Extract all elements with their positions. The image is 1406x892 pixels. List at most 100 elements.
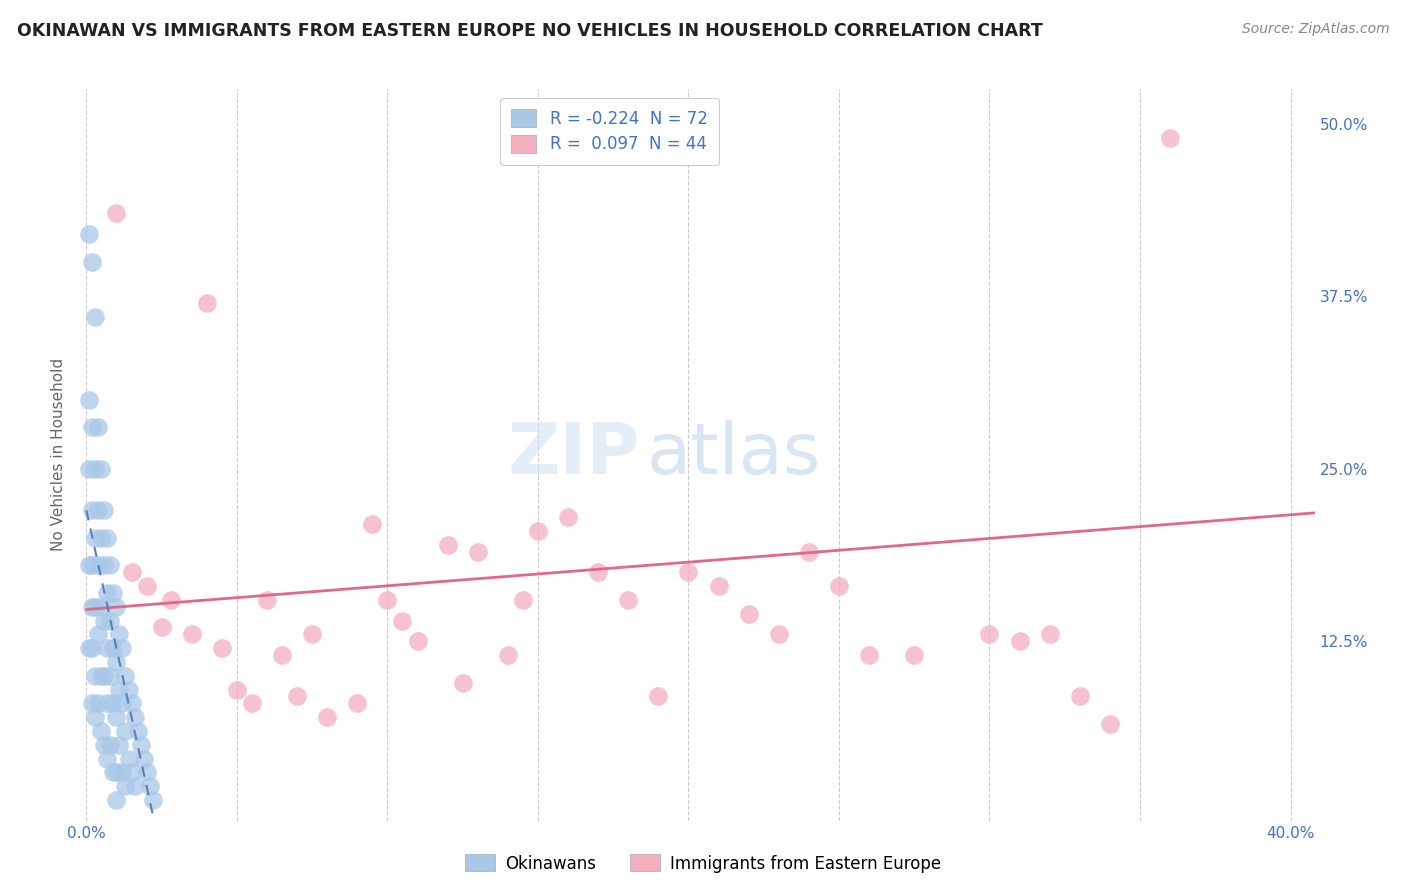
Point: [105, 655, 128, 669]
Point: [105, 599, 128, 614]
Point: [84, 531, 107, 545]
Point: [82, 254, 104, 268]
Point: [114, 723, 136, 738]
Point: [96, 696, 118, 710]
Point: [150, 620, 173, 634]
Point: [105, 710, 128, 724]
Point: [225, 682, 247, 697]
Point: [858, 648, 880, 662]
Point: [467, 544, 489, 558]
Point: [256, 592, 278, 607]
Point: [82, 641, 104, 656]
Point: [142, 793, 165, 807]
Point: [79, 227, 101, 241]
Point: [124, 779, 146, 793]
Point: [1069, 690, 1091, 704]
Point: [617, 592, 640, 607]
Point: [797, 544, 820, 558]
Point: [117, 682, 139, 697]
Point: [195, 296, 218, 310]
Point: [84, 669, 107, 683]
Point: [647, 690, 669, 704]
Point: [84, 599, 107, 614]
Text: OKINAWAN VS IMMIGRANTS FROM EASTERN EUROPE NO VEHICLES IN HOUSEHOLD CORRELATION : OKINAWAN VS IMMIGRANTS FROM EASTERN EURO…: [17, 22, 1043, 40]
Point: [105, 765, 128, 780]
Y-axis label: No Vehicles in Household: No Vehicles in Household: [51, 359, 66, 551]
Point: [1159, 130, 1181, 145]
Point: [211, 641, 233, 656]
Point: [93, 669, 115, 683]
Point: [1098, 717, 1121, 731]
Point: [93, 614, 115, 628]
Point: [114, 779, 136, 793]
Point: [100, 738, 122, 752]
Point: [90, 461, 112, 475]
Point: [121, 696, 143, 710]
Point: [159, 592, 181, 607]
Point: [377, 592, 399, 607]
Point: [111, 696, 134, 710]
Legend: Okinawans, Immigrants from Eastern Europe: Okinawans, Immigrants from Eastern Europ…: [458, 847, 948, 880]
Point: [406, 634, 429, 648]
Point: [96, 641, 118, 656]
Point: [87, 627, 110, 641]
Point: [135, 579, 157, 593]
Point: [316, 710, 339, 724]
Point: [82, 503, 104, 517]
Point: [129, 738, 152, 752]
Point: [111, 641, 134, 656]
Point: [132, 751, 155, 765]
Point: [79, 392, 101, 407]
Point: [103, 765, 125, 780]
Point: [1039, 627, 1062, 641]
Point: [96, 586, 118, 600]
Point: [103, 586, 125, 600]
Point: [586, 566, 609, 580]
Point: [108, 627, 131, 641]
Point: [512, 592, 534, 607]
Point: [103, 696, 125, 710]
Point: [96, 751, 118, 765]
Point: [117, 751, 139, 765]
Point: [678, 566, 700, 580]
Point: [828, 579, 851, 593]
Point: [108, 738, 131, 752]
Point: [436, 538, 458, 552]
Point: [84, 310, 107, 324]
Point: [111, 765, 134, 780]
Point: [301, 627, 323, 641]
Point: [451, 675, 474, 690]
Point: [271, 648, 294, 662]
Point: [79, 641, 101, 656]
Point: [87, 558, 110, 573]
Point: [90, 599, 112, 614]
Point: [93, 558, 115, 573]
Point: [79, 461, 101, 475]
Point: [135, 765, 157, 780]
Point: [87, 420, 110, 434]
Point: [1008, 634, 1031, 648]
Point: [346, 696, 368, 710]
Point: [84, 710, 107, 724]
Point: [121, 566, 143, 580]
Legend: R = -0.224  N = 72, R =  0.097  N = 44: R = -0.224 N = 72, R = 0.097 N = 44: [499, 97, 718, 165]
Point: [707, 579, 730, 593]
Point: [124, 710, 146, 724]
Point: [361, 516, 384, 531]
Point: [87, 696, 110, 710]
Point: [100, 669, 122, 683]
Point: [87, 503, 110, 517]
Point: [93, 503, 115, 517]
Point: [108, 682, 131, 697]
Point: [93, 738, 115, 752]
Point: [82, 599, 104, 614]
Point: [121, 765, 143, 780]
Point: [768, 627, 790, 641]
Point: [114, 669, 136, 683]
Point: [180, 627, 202, 641]
Point: [90, 669, 112, 683]
Point: [82, 420, 104, 434]
Point: [82, 558, 104, 573]
Point: [240, 696, 263, 710]
Point: [82, 696, 104, 710]
